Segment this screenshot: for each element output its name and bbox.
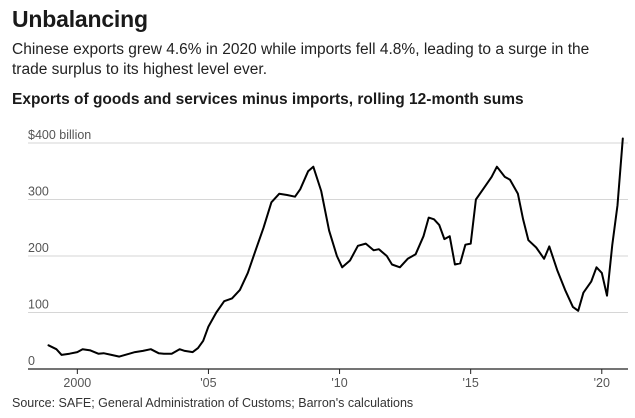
series-layer: [47, 137, 624, 358]
x-tick-label: '20: [594, 376, 610, 390]
x-tick-label: 2000: [63, 376, 91, 390]
x-tick-label: '05: [200, 376, 216, 390]
y-axis-ticks: $400 billion 300 200 100 0: [28, 128, 91, 368]
y-tick-label: 300: [28, 185, 49, 199]
x-tick-label: '15: [463, 376, 479, 390]
source-note: Source: SAFE; General Administration of …: [12, 396, 414, 410]
trade-surplus-line: [47, 137, 624, 358]
headline: Unbalancing: [12, 6, 148, 32]
chart-title: Exports of goods and services minus impo…: [12, 91, 524, 108]
grid-lines: [28, 142, 628, 313]
y-tick-label: 200: [28, 241, 49, 255]
y-tick-label: 0: [28, 354, 35, 368]
x-axis-ticks: 2000 '05 '10 '15 '20: [63, 369, 610, 390]
y-tick-label: 100: [28, 298, 49, 312]
y-tick-label: $400 billion: [28, 128, 91, 142]
subheadline: Chinese exports grew 4.6% in 2020 while …: [12, 41, 590, 78]
x-tick-label: '10: [331, 376, 347, 390]
